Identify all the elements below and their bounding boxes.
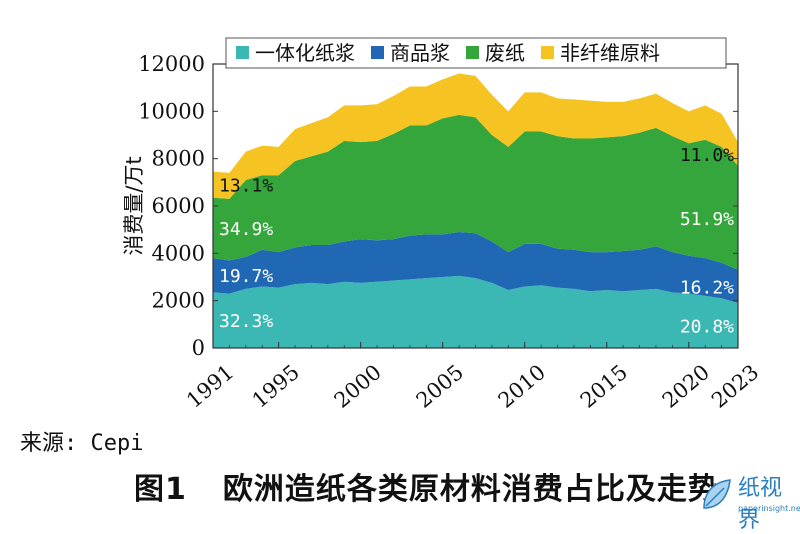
legend-label: 商品浆 (390, 41, 450, 65)
data-label: 51.9% (680, 209, 734, 230)
data-label: 16.2% (680, 277, 734, 298)
watermark-logo: 纸视界 paperinsight.net (700, 470, 800, 533)
area-series-4 (213, 73, 738, 199)
x-tick-label: 2005 (412, 360, 468, 413)
y-tick-label: 10000 (138, 99, 205, 123)
x-tick-label: 2015 (576, 360, 632, 413)
figure-number: 图1 (134, 472, 187, 507)
data-label: 11.0% (680, 145, 734, 166)
area-series-3 (213, 114, 738, 270)
source-note: 来源: Cepi (20, 431, 144, 456)
data-label: 19.7% (219, 266, 273, 287)
y-tick-label: 0 (192, 336, 205, 360)
x-tick-label: 2000 (330, 360, 386, 413)
logo-text: 纸视界 (738, 476, 783, 533)
data-label: 13.1% (219, 176, 273, 197)
x-tick-label: 2020 (658, 360, 714, 413)
chart: 0 2000 4000 6000 8000 10000 12000 1991 1995 2000 2… (122, 37, 763, 413)
data-label: 34.9% (219, 219, 273, 240)
x-tick-label: 1995 (248, 360, 304, 413)
y-tick-label: 4000 (152, 241, 205, 265)
y-tick-label: 12000 (138, 52, 205, 76)
legend-swatch (371, 46, 384, 59)
legend-label: 非纤维原料 (560, 41, 660, 65)
data-label: 20.8% (680, 317, 734, 338)
legend-swatch (466, 46, 479, 59)
figure-caption: 图1 欧洲造纸各类原材料消费占比及走势 (134, 464, 719, 508)
legend-label: 废纸 (485, 41, 525, 65)
figure-title: 欧洲造纸各类原材料消费占比及走势 (222, 472, 719, 507)
x-tick-label: 1991 (182, 360, 238, 413)
y-tick-label: 8000 (152, 147, 205, 171)
x-tick-label: 2023 (707, 360, 763, 413)
area-series-1 (213, 275, 738, 348)
y-tick-label: 6000 (152, 194, 205, 218)
legend-label: 一体化纸浆 (255, 41, 355, 65)
y-axis-label: 消费量/万t (122, 156, 146, 255)
legend-swatch (541, 46, 554, 59)
data-label: 32.3% (219, 311, 273, 332)
legend-swatch (236, 46, 249, 59)
y-tick-label: 2000 (152, 289, 205, 313)
logo-url: paperinsight.net (738, 504, 800, 513)
leaf-logo-icon (703, 479, 731, 509)
x-tick-label: 2010 (494, 360, 550, 413)
legend-box (225, 37, 727, 69)
area-series-2 (213, 232, 738, 304)
